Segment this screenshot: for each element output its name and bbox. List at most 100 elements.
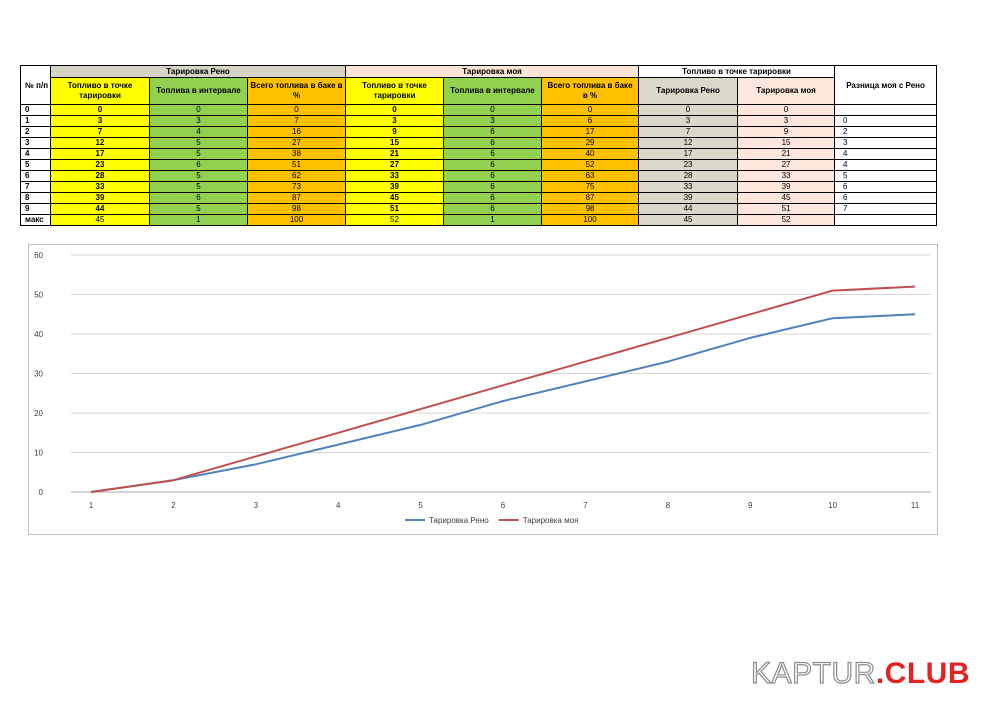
cell-moya-fuel-total: 6 — [540, 115, 640, 127]
cell-point-moya: 21 — [737, 148, 836, 160]
cell-reno-fuel-point: 45 — [50, 214, 150, 226]
cell-difference: 6 — [834, 181, 938, 193]
table-row: 4 17 5 38 21 6 40 17 21 4 — [20, 148, 938, 160]
col-point-reno: Тарировка Рено — [638, 77, 739, 105]
cell-moya-fuel-interval: 0 — [443, 104, 542, 116]
cell-moya-fuel-point: 52 — [345, 214, 444, 226]
cell-row-number: 2 — [20, 126, 51, 138]
cell-difference: 4 — [834, 148, 938, 160]
watermark-club-text: CLUB — [884, 657, 970, 690]
cell-row-number: 5 — [20, 159, 51, 171]
cell-moya-fuel-total: 100 — [540, 214, 640, 226]
cell-reno-fuel-total: 27 — [247, 137, 346, 149]
cell-moya-fuel-point: 15 — [345, 137, 444, 149]
table-body: 0 0 0 0 0 0 0 0 0 1 3 3 7 3 3 6 3 3 0 2 7 4 16 9 6 17 7 9 2 3 12 5 27 15 6… — [20, 104, 938, 226]
table-row: макс 45 1 100 52 1 100 45 52 — [20, 214, 938, 226]
cell-reno-fuel-point: 23 — [50, 159, 150, 171]
watermark-logo: KAPTUR.CLUB — [751, 656, 970, 691]
cell-reno-fuel-interval: 5 — [149, 170, 248, 182]
cell-point-reno: 23 — [638, 159, 739, 171]
x-tick-label: 2 — [171, 501, 176, 510]
cell-moya-fuel-interval: 6 — [443, 148, 542, 160]
cell-moya-fuel-total: 98 — [540, 203, 640, 215]
cell-reno-fuel-point: 0 — [50, 104, 150, 116]
cell-moya-fuel-point: 3 — [345, 115, 444, 127]
cell-row-number: 3 — [20, 137, 51, 149]
x-tick-label: 9 — [748, 501, 753, 510]
table-row: 6 28 5 62 33 6 63 28 33 5 — [20, 170, 938, 182]
cell-reno-fuel-point: 39 — [50, 192, 150, 204]
cell-reno-fuel-interval: 5 — [149, 148, 248, 160]
cell-reno-fuel-point: 12 — [50, 137, 150, 149]
x-tick-label: 3 — [254, 501, 259, 510]
cell-row-number: 9 — [20, 203, 51, 215]
cell-moya-fuel-interval: 1 — [443, 214, 542, 226]
cell-reno-fuel-total: 0 — [247, 104, 346, 116]
cell-moya-fuel-point: 0 — [345, 104, 444, 116]
cell-reno-fuel-total: 51 — [247, 159, 346, 171]
cell-moya-fuel-point: 27 — [345, 159, 444, 171]
x-tick-label: 10 — [828, 501, 837, 510]
x-tick-label: 5 — [418, 501, 423, 510]
cell-point-moya: 27 — [737, 159, 836, 171]
cell-point-moya: 3 — [737, 115, 836, 127]
cell-point-reno: 12 — [638, 137, 739, 149]
cell-reno-fuel-point: 3 — [50, 115, 150, 127]
cell-moya-fuel-total: 75 — [540, 181, 640, 193]
y-tick-label: 40 — [34, 330, 43, 339]
row-number-header: № п/п — [20, 65, 51, 105]
cell-difference: 7 — [834, 203, 938, 215]
cell-point-moya: 0 — [737, 104, 836, 116]
x-tick-label: 7 — [583, 501, 588, 510]
cell-moya-fuel-interval: 6 — [443, 181, 542, 193]
cell-moya-fuel-total: 17 — [540, 126, 640, 138]
cell-point-reno: 33 — [638, 181, 739, 193]
cell-difference — [834, 104, 938, 116]
cell-row-number: 4 — [20, 148, 51, 160]
cell-point-reno: 45 — [638, 214, 739, 226]
cell-point-moya: 45 — [737, 192, 836, 204]
cell-reno-fuel-interval: 6 — [149, 192, 248, 204]
cell-reno-fuel-point: 33 — [50, 181, 150, 193]
x-tick-label: 1 — [89, 501, 94, 510]
series-line-2 — [90, 285, 916, 493]
cell-difference: 3 — [834, 137, 938, 149]
table-row: 7 33 5 73 39 6 75 33 39 6 — [20, 181, 938, 193]
col-moya-fuel-interval: Топлива в интервале — [443, 77, 542, 105]
cell-moya-fuel-interval: 6 — [443, 126, 542, 138]
cell-reno-fuel-interval: 5 — [149, 181, 248, 193]
cell-moya-fuel-total: 29 — [540, 137, 640, 149]
cell-moya-fuel-total: 87 — [540, 192, 640, 204]
cell-reno-fuel-interval: 3 — [149, 115, 248, 127]
table-row: 3 12 5 27 15 6 29 12 15 3 — [20, 137, 938, 149]
cell-difference: 2 — [834, 126, 938, 138]
cell-reno-fuel-total: 98 — [247, 203, 346, 215]
cell-moya-fuel-total: 63 — [540, 170, 640, 182]
group-header-diff: Разница моя с Рено — [834, 65, 938, 105]
cell-point-reno: 39 — [638, 192, 739, 204]
table-row: 2 7 4 16 9 6 17 7 9 2 — [20, 126, 938, 138]
cell-moya-fuel-interval: 6 — [443, 192, 542, 204]
cell-point-reno: 17 — [638, 148, 739, 160]
y-tick-label: 50 — [34, 291, 43, 300]
x-tick-label: 4 — [336, 501, 341, 510]
y-tick-label: 60 — [34, 251, 43, 260]
y-tick-label: 20 — [34, 409, 43, 418]
legend-label-2: Тарировка моя — [523, 516, 579, 525]
chart-area: 0 10 20 30 40 50 60 1 2 3 4 5 6 7 8 9 10 11 Тарировка Рено… — [28, 244, 938, 535]
cell-difference: 4 — [834, 159, 938, 171]
cell-reno-fuel-interval: 5 — [149, 137, 248, 149]
x-tick-label: 11 — [911, 501, 920, 510]
line-chart: 0 10 20 30 40 50 60 1 2 3 4 5 6 7 8 9 10 11 Тарировка Рено… — [34, 251, 931, 525]
cell-moya-fuel-total: 52 — [540, 159, 640, 171]
cell-reno-fuel-total: 73 — [247, 181, 346, 193]
cell-reno-fuel-point: 44 — [50, 203, 150, 215]
cell-reno-fuel-interval: 5 — [149, 203, 248, 215]
cell-moya-fuel-point: 51 — [345, 203, 444, 215]
watermark-main-text: KAPTUR — [751, 656, 876, 690]
y-tick-label: 10 — [34, 449, 43, 458]
group-header-moya: Тарировка моя — [344, 65, 640, 78]
cell-row-number: 6 — [20, 170, 51, 182]
cell-reno-fuel-total: 87 — [247, 192, 346, 204]
table-row: 9 44 5 98 51 6 98 44 51 7 — [20, 203, 938, 215]
